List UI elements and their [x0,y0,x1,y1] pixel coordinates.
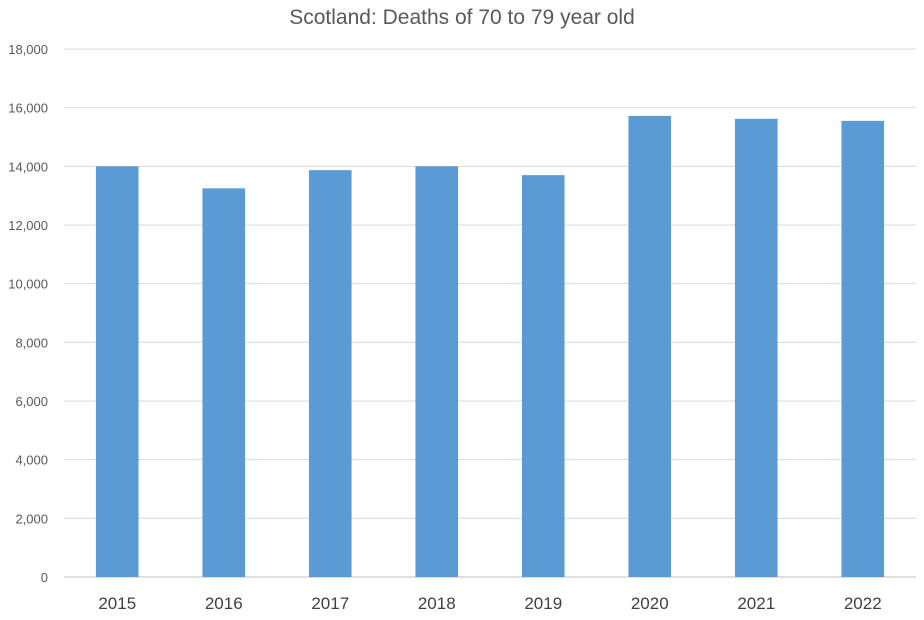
y-tick-label: 6,000 [15,394,48,409]
bar-2017 [308,170,352,577]
x-tick-label: 2015 [98,594,136,613]
x-tick-label: 2022 [844,594,882,613]
y-tick-label: 14,000 [8,159,48,174]
x-tick-label: 2016 [205,594,243,613]
bar-2019 [521,175,565,577]
y-tick-label: 12,000 [8,218,48,233]
x-tick-label: 2018 [418,594,456,613]
chart-title: Scotland: Deaths of 70 to 79 year old [289,6,635,29]
x-tick-label: 2019 [524,594,562,613]
bar-2022 [841,120,885,577]
y-tick-label: 8,000 [15,335,48,350]
bar-2015 [95,166,139,578]
y-tick-label: 16,000 [8,101,48,116]
y-tick-label: 4,000 [15,453,48,468]
bar-2016 [202,188,246,578]
x-tick-label: 2017 [311,594,349,613]
x-tick-label: 2020 [631,594,669,613]
x-tick-label: 2021 [737,594,775,613]
bar-2018 [415,166,459,578]
y-tick-label: 10,000 [8,277,48,292]
bar-2021 [734,118,778,578]
bar-2020 [628,115,672,577]
y-tick-label: 0 [41,570,48,585]
y-tick-label: 2,000 [15,511,48,526]
y-tick-label: 18,000 [8,42,48,57]
